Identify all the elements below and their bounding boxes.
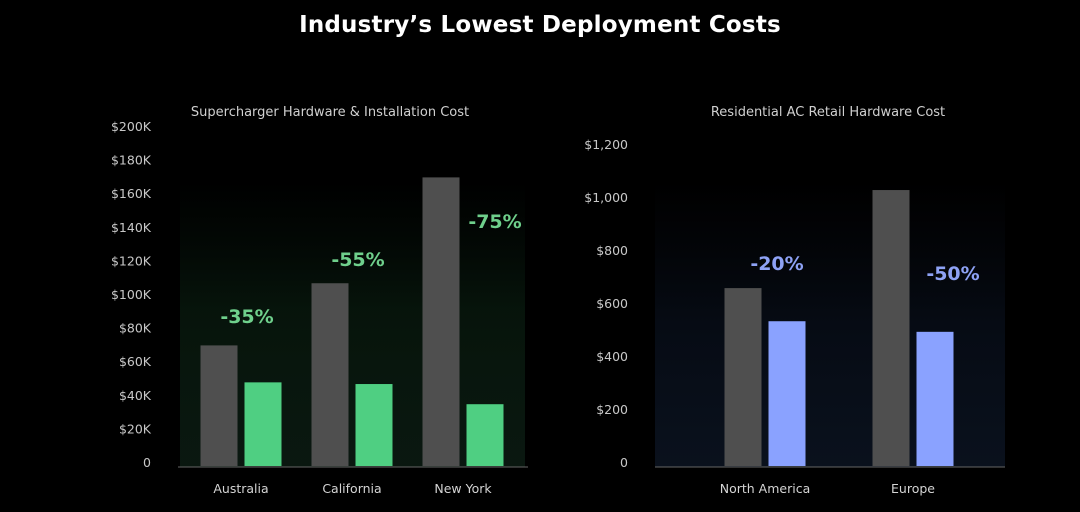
bar-industry-new-york [422, 177, 460, 466]
bar-tesla-north-america [768, 321, 806, 466]
bar-industry-europe [872, 190, 910, 467]
category-label: New York [434, 481, 492, 496]
supercharger-chart: Supercharger Hardware & Installation Cos… [111, 105, 528, 496]
y-tick-label: $600 [596, 296, 628, 311]
y-tick-label: $1,200 [584, 137, 628, 152]
category-label: Europe [891, 481, 935, 496]
percent-reduction-label: -20% [750, 253, 803, 275]
category-label: Australia [213, 481, 268, 496]
y-tick-label: $20K [119, 421, 152, 436]
y-tick-label: $400 [596, 349, 628, 364]
y-tick-label: $180K [111, 153, 152, 168]
y-tick-label: $120K [111, 253, 152, 268]
bar-tesla-australia [244, 382, 282, 466]
y-tick-label: $60K [119, 354, 152, 369]
percent-reduction-label: -35% [220, 306, 273, 328]
percent-reduction-label: -75% [468, 211, 521, 233]
y-tick-label: $800 [596, 243, 628, 258]
bar-tesla-new-york [466, 404, 504, 466]
chart1-title: Supercharger Hardware & Installation Cos… [191, 105, 469, 120]
bar-industry-california [311, 283, 349, 466]
bar-industry-north-america [724, 288, 762, 466]
percent-reduction-label: -55% [331, 249, 384, 271]
y-tick-label: $40K [119, 388, 152, 403]
chart2-title: Residential AC Retail Hardware Cost [711, 105, 945, 120]
page-title: Industry’s Lowest Deployment Costs [299, 12, 781, 38]
y-tick-label: 0 [143, 455, 151, 470]
bar-tesla-california [355, 384, 393, 466]
category-label: California [322, 481, 381, 496]
y-tick-label: $80K [119, 321, 152, 336]
y-tick-label: 0 [620, 455, 628, 470]
bar-tesla-europe [916, 331, 954, 466]
y-tick-label: $1,000 [584, 190, 628, 205]
y-tick-label: $200 [596, 402, 628, 417]
y-tick-label: $160K [111, 186, 152, 201]
y-tick-label: $200K [111, 119, 152, 134]
category-label: North America [720, 481, 811, 496]
y-tick-label: $140K [111, 220, 152, 235]
bar-industry-australia [200, 345, 238, 466]
residential-ac-chart: Residential AC Retail Hardware Cost 0 $20… [584, 105, 1005, 496]
percent-reduction-label: -50% [926, 263, 979, 285]
y-tick-label: $100K [111, 287, 152, 302]
